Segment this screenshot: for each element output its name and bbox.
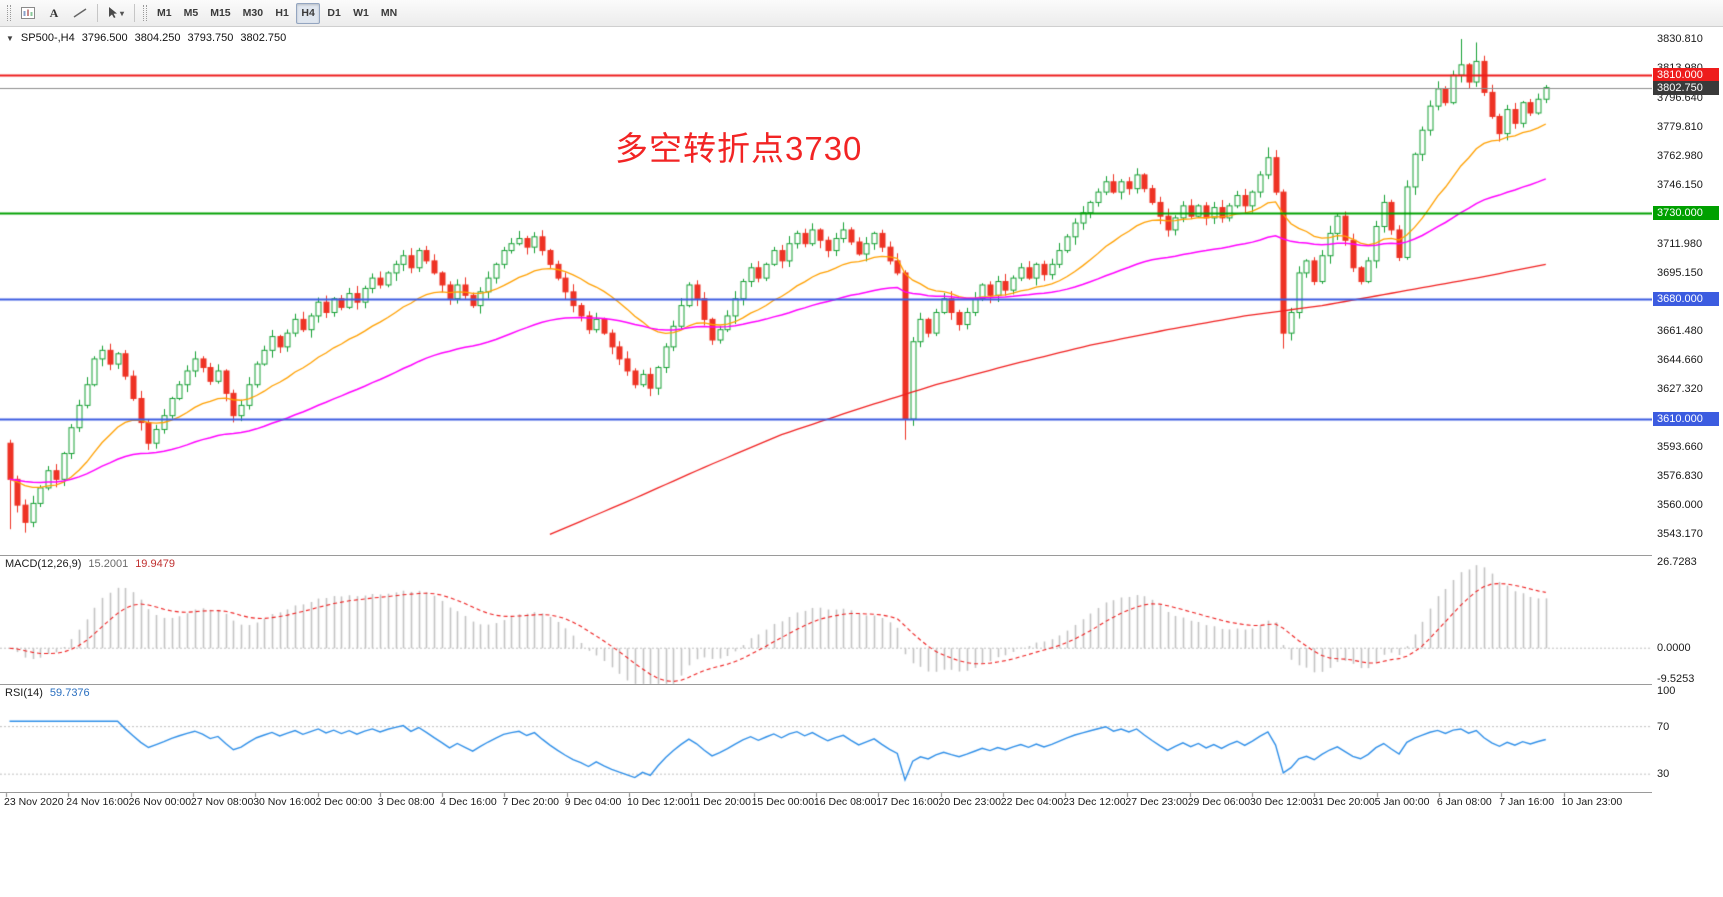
time-axis-label: 9 Dec 04:00 <box>564 796 622 808</box>
time-axis-label: 11 Dec 20:00 <box>689 796 751 808</box>
cursor-tool-button[interactable]: ▾ <box>103 3 129 24</box>
ohlc-low: 3793.750 <box>187 32 234 44</box>
time-axis-label: 4 Dec 16:00 <box>440 796 497 808</box>
hline-price-badge: 3610.000 <box>1653 412 1719 427</box>
chart-header: ▼ SP500-,H4 3796.500 3804.250 3793.750 3… <box>6 32 286 44</box>
timeframe-toolbar: M1 M5 M15 M30 H1 H4 D1 W1 MN <box>151 2 403 24</box>
time-axis-label: 6 Jan 08:00 <box>1436 796 1492 808</box>
timeframe-button-w1[interactable]: W1 <box>348 3 374 24</box>
trendline-tool-button[interactable] <box>68 3 92 24</box>
macd-axis-label: 0.0000 <box>1657 642 1691 655</box>
cursor-icon <box>109 7 117 18</box>
toolbar-drag-handle[interactable] <box>7 5 11 21</box>
price-tick-label: 3627.320 <box>1657 383 1703 396</box>
time-axis-separator <box>0 792 1723 793</box>
ohlc-high: 3804.250 <box>134 32 181 44</box>
rsi-value: 59.7376 <box>49 687 90 699</box>
price-tick-label: 3695.150 <box>1657 266 1703 279</box>
symbol-timeframe-label: SP500-,H4 <box>20 32 75 44</box>
toolbar-separator <box>97 4 98 22</box>
price-tick-label: 3762.980 <box>1657 150 1703 163</box>
price-tick-label: 3796.640 <box>1657 92 1703 105</box>
time-axis-label: 30 Dec 12:00 <box>1250 796 1313 808</box>
time-axis-label: 27 Dec 23:00 <box>1125 796 1188 808</box>
time-axis-label: 15 Dec 00:00 <box>751 796 815 808</box>
timeframe-button-m5[interactable]: M5 <box>179 3 204 24</box>
time-axis-label: 27 Nov 08:00 <box>190 796 254 808</box>
timeframe-button-m30[interactable]: M30 <box>238 3 268 24</box>
macd-axis-label: 26.7283 <box>1657 556 1697 569</box>
time-axis-label: 16 Dec 08:00 <box>813 796 877 808</box>
time-axis-label: 3 Dec 08:00 <box>377 796 435 808</box>
time-axis-label: 24 Nov 16:00 <box>66 796 129 808</box>
hline-price-badge: 3730.000 <box>1653 205 1719 220</box>
price-tick-label: 3779.810 <box>1657 121 1703 134</box>
symbol-dropdown-icon[interactable]: ▼ <box>6 33 14 43</box>
price-tick-label: 3560.000 <box>1657 499 1703 512</box>
time-axis-label: 29 Dec 06:00 <box>1187 796 1251 808</box>
macd-panel-separator[interactable] <box>0 555 1723 556</box>
time-axis-label: 10 Jan 23:00 <box>1561 796 1623 808</box>
price-tick-label: 3543.170 <box>1657 528 1703 541</box>
timeframe-button-m15[interactable]: M15 <box>205 3 235 24</box>
time-axis-label: 2 Dec 00:00 <box>315 796 373 808</box>
time-axis-label: 30 Nov 16:00 <box>253 796 316 808</box>
toolbar-separator <box>134 4 136 22</box>
macd-name: MACD(12,26,9) <box>5 558 82 570</box>
price-chart-canvas[interactable] <box>0 27 1652 817</box>
top-toolbar: A ▾ M1 M5 M15 M30 H1 H4 D1 W1 MN <box>0 0 1723 27</box>
macd-axis-label: -9.5253 <box>1657 672 1695 685</box>
timeframe-button-d1[interactable]: D1 <box>322 3 346 24</box>
rsi-axis-label: 100 <box>1657 684 1676 697</box>
time-axis-label: 17 Dec 16:00 <box>876 796 939 808</box>
ohlc-close: 3802.750 <box>240 32 287 44</box>
time-axis-label: 23 Nov 2020 <box>4 796 64 808</box>
macd-value: 15.2001 <box>88 558 129 570</box>
toolbar-drag-handle[interactable] <box>143 5 148 21</box>
price-tick-label: 3711.980 <box>1657 237 1703 250</box>
hline-price-badge: 3680.000 <box>1653 291 1719 306</box>
time-axis-label: 26 Nov 00:00 <box>128 796 192 808</box>
chart-icon <box>21 7 35 19</box>
rsi-indicator-label: RSI(14) 59.7376 <box>5 687 90 699</box>
time-axis-label: 31 Dec 20:00 <box>1312 796 1375 808</box>
bid-price-badge: 3802.750 <box>1653 80 1719 95</box>
macd-signal-value: 19.9479 <box>135 558 175 570</box>
text-tool-icon: A <box>49 5 59 20</box>
time-axis-label: 5 Jan 00:00 <box>1374 796 1430 808</box>
trendline-icon <box>73 8 87 18</box>
price-tick-label: 3746.150 <box>1657 178 1703 191</box>
rsi-axis-label: 70 <box>1657 720 1670 733</box>
price-tick-label: 3644.660 <box>1657 353 1703 366</box>
timeframe-button-mn[interactable]: MN <box>376 3 402 24</box>
time-axis-label: 7 Dec 20:00 <box>502 796 560 808</box>
price-tick-label: 3576.830 <box>1657 470 1703 483</box>
rsi-name: RSI(14) <box>5 687 43 699</box>
rsi-axis-label: 30 <box>1657 768 1670 781</box>
time-axis-label: 22 Dec 04:00 <box>1000 796 1064 808</box>
time-axis-label: 20 Dec 23:00 <box>938 796 1001 808</box>
time-axis-label: 7 Jan 16:00 <box>1499 796 1555 808</box>
price-axis[interactable]: 3830.8103813.9803796.6403779.8103762.980… <box>1652 27 1723 813</box>
hline-price-badge: 3810.000 <box>1653 68 1719 83</box>
time-axis-label: 10 Dec 12:00 <box>627 796 690 808</box>
price-tick-label: 3661.480 <box>1657 324 1703 337</box>
timeframe-button-h4[interactable]: H4 <box>296 2 321 24</box>
timeframe-button-m1[interactable]: M1 <box>152 3 177 24</box>
timeframe-button-h1[interactable]: H1 <box>270 3 294 24</box>
time-axis[interactable]: 23 Nov 2020 24 Nov 16:00 26 Nov 00:00 27 No… <box>0 796 1652 812</box>
chart-annotation-text: 多空转折点3730 <box>615 130 863 167</box>
price-tick-label: 3830.810 <box>1657 33 1703 46</box>
text-label-tool-button[interactable]: A <box>42 3 66 24</box>
rsi-panel-separator[interactable] <box>0 684 1723 685</box>
ohlc-open: 3796.500 <box>81 32 128 44</box>
price-tick-label: 3593.660 <box>1657 441 1703 454</box>
macd-indicator-label: MACD(12,26,9) 15.2001 19.9479 <box>5 558 175 570</box>
dropdown-caret-icon: ▾ <box>120 8 125 18</box>
time-axis-label: 23 Dec 12:00 <box>1063 796 1126 808</box>
chart-window-button[interactable] <box>16 3 40 24</box>
